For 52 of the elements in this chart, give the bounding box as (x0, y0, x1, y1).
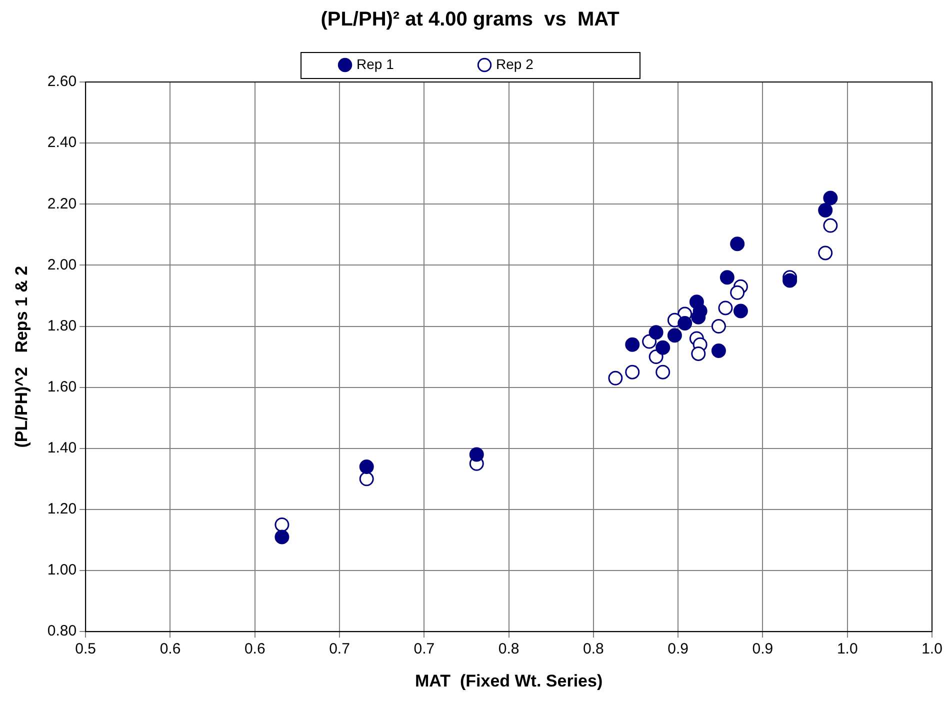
chart-title: (PL/PH)² at 4.00 grams vs MAT (320, 8, 620, 31)
y-tick-label: 2.20 (47, 195, 77, 212)
y-tick-label: 2.40 (47, 134, 77, 152)
point (678, 316, 692, 330)
y-tick-label: 1.20 (47, 500, 77, 518)
legend-label: Rep 2 (496, 56, 600, 72)
point (718, 300, 733, 316)
legend-label: Rep 1 (356, 56, 460, 72)
y-tick-label: 1.80 (47, 317, 77, 334)
point (667, 328, 682, 343)
x-tick-label: 0.6 (244, 640, 266, 658)
point (359, 459, 374, 474)
x-axis-title: MAT (Fixed Wt. Series) (414, 671, 603, 690)
point (469, 447, 484, 462)
point (823, 218, 838, 233)
y-tick-label: 0.80 (47, 622, 77, 640)
x-tick-label: 0.5 (75, 640, 96, 658)
point (730, 285, 745, 300)
point (711, 343, 726, 358)
y-tick-label: 1.00 (47, 562, 77, 579)
point (818, 246, 833, 260)
point (720, 270, 734, 285)
x-tick-label: 0.9 (752, 640, 774, 658)
x-tick-label: 0.7 (414, 640, 435, 658)
point (608, 370, 623, 386)
y-axis-title: (PL/PH)^2 Reps 1 & 2 (12, 266, 31, 448)
x-tick-label: 1.0 (922, 640, 942, 658)
x-tick-label: 0.8 (583, 640, 604, 658)
point (625, 337, 640, 352)
point (648, 325, 664, 340)
point (359, 472, 374, 486)
point (656, 364, 670, 380)
point (733, 304, 748, 318)
y-tick-label: 1.40 (47, 440, 77, 457)
point (625, 364, 640, 380)
point (782, 273, 798, 288)
x-tick-label: 0.8 (498, 640, 520, 658)
y-tick-label: 1.60 (47, 378, 77, 396)
x-tick-label: 0.7 (329, 640, 350, 658)
y-tick-label: 2.60 (47, 73, 77, 90)
x-tick-label: 1.0 (836, 640, 858, 658)
x-tick-label: 0.9 (668, 640, 689, 658)
point (274, 530, 290, 544)
point (656, 340, 670, 355)
point (274, 517, 290, 532)
point (730, 236, 745, 252)
point (818, 202, 833, 218)
point (691, 346, 706, 361)
x-tick-label: 0.6 (160, 640, 181, 658)
point (823, 190, 838, 206)
y-tick-label: 2.00 (47, 256, 77, 274)
point (711, 319, 726, 334)
